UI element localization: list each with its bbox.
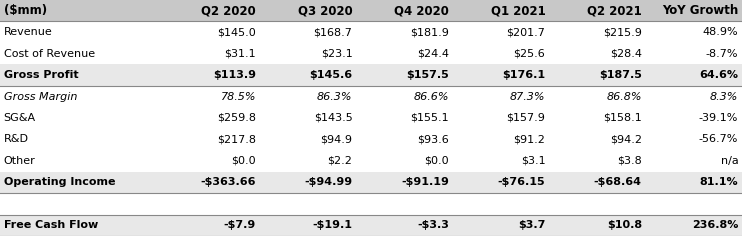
- Text: 48.9%: 48.9%: [703, 27, 738, 37]
- Text: R&D: R&D: [4, 135, 29, 144]
- Text: Operating Income: Operating Income: [4, 177, 115, 187]
- Text: 64.6%: 64.6%: [699, 70, 738, 80]
- Text: Q1 2021: Q1 2021: [490, 4, 545, 17]
- Text: YoY Growth: YoY Growth: [662, 4, 738, 17]
- Text: Gross Profit: Gross Profit: [4, 70, 79, 80]
- Bar: [0, 64, 742, 86]
- Text: $155.1: $155.1: [410, 113, 449, 123]
- Text: Revenue: Revenue: [4, 27, 53, 37]
- Bar: [0, 193, 742, 215]
- Text: $10.8: $10.8: [607, 220, 642, 230]
- Text: $3.8: $3.8: [617, 156, 642, 166]
- Text: 236.8%: 236.8%: [692, 220, 738, 230]
- Text: -56.7%: -56.7%: [699, 135, 738, 144]
- Text: $23.1: $23.1: [321, 49, 352, 59]
- Text: 81.1%: 81.1%: [700, 177, 738, 187]
- Text: 87.3%: 87.3%: [510, 92, 545, 101]
- Text: SG&A: SG&A: [4, 113, 36, 123]
- Text: Q4 2020: Q4 2020: [394, 4, 449, 17]
- Text: $2.2: $2.2: [327, 156, 352, 166]
- Text: -$91.19: -$91.19: [401, 177, 449, 187]
- Text: $157.5: $157.5: [406, 70, 449, 80]
- Text: $145.6: $145.6: [309, 70, 352, 80]
- Text: $181.9: $181.9: [410, 27, 449, 37]
- Text: $93.6: $93.6: [417, 135, 449, 144]
- Text: $25.6: $25.6: [513, 49, 545, 59]
- Text: Q2 2020: Q2 2020: [201, 4, 256, 17]
- Text: Free Cash Flow: Free Cash Flow: [4, 220, 98, 230]
- Text: $24.4: $24.4: [417, 49, 449, 59]
- Text: 86.8%: 86.8%: [606, 92, 642, 101]
- Text: ($mm): ($mm): [4, 4, 47, 17]
- Text: -$19.1: -$19.1: [312, 220, 352, 230]
- Text: $259.8: $259.8: [217, 113, 256, 123]
- Bar: [0, 215, 742, 236]
- Text: $168.7: $168.7: [314, 27, 352, 37]
- Text: 86.3%: 86.3%: [317, 92, 352, 101]
- Text: Gross Margin: Gross Margin: [4, 92, 77, 101]
- Text: $0.0: $0.0: [424, 156, 449, 166]
- Text: $217.8: $217.8: [217, 135, 256, 144]
- Bar: [0, 86, 742, 107]
- Text: $158.1: $158.1: [603, 113, 642, 123]
- Bar: [0, 107, 742, 129]
- Text: $215.9: $215.9: [603, 27, 642, 37]
- Text: $3.1: $3.1: [521, 156, 545, 166]
- Bar: [0, 43, 742, 64]
- Text: $91.2: $91.2: [513, 135, 545, 144]
- Text: -$3.3: -$3.3: [417, 220, 449, 230]
- Text: Cost of Revenue: Cost of Revenue: [4, 49, 95, 59]
- Text: 86.6%: 86.6%: [413, 92, 449, 101]
- Text: $145.0: $145.0: [217, 27, 256, 37]
- Text: $3.7: $3.7: [518, 220, 545, 230]
- Text: $94.2: $94.2: [610, 135, 642, 144]
- Text: -8.7%: -8.7%: [706, 49, 738, 59]
- Bar: [0, 150, 742, 172]
- Text: $28.4: $28.4: [610, 49, 642, 59]
- Bar: [0, 129, 742, 150]
- Text: -$363.66: -$363.66: [200, 177, 256, 187]
- Bar: [0, 0, 742, 21]
- Text: $201.7: $201.7: [507, 27, 545, 37]
- Bar: [0, 21, 742, 43]
- Text: $113.9: $113.9: [213, 70, 256, 80]
- Text: 78.5%: 78.5%: [220, 92, 256, 101]
- Text: $31.1: $31.1: [224, 49, 256, 59]
- Text: -$68.64: -$68.64: [594, 177, 642, 187]
- Text: $143.5: $143.5: [314, 113, 352, 123]
- Text: 8.3%: 8.3%: [710, 92, 738, 101]
- Text: $94.9: $94.9: [321, 135, 352, 144]
- Text: Q3 2020: Q3 2020: [298, 4, 352, 17]
- Text: Q2 2021: Q2 2021: [587, 4, 642, 17]
- Text: $176.1: $176.1: [502, 70, 545, 80]
- Text: -$76.15: -$76.15: [498, 177, 545, 187]
- Text: -$94.99: -$94.99: [304, 177, 352, 187]
- Text: n/a: n/a: [720, 156, 738, 166]
- Text: $0.0: $0.0: [232, 156, 256, 166]
- Text: -$7.9: -$7.9: [224, 220, 256, 230]
- Text: Other: Other: [4, 156, 36, 166]
- Text: -39.1%: -39.1%: [699, 113, 738, 123]
- Bar: [0, 172, 742, 193]
- Text: $187.5: $187.5: [599, 70, 642, 80]
- Text: $157.9: $157.9: [507, 113, 545, 123]
